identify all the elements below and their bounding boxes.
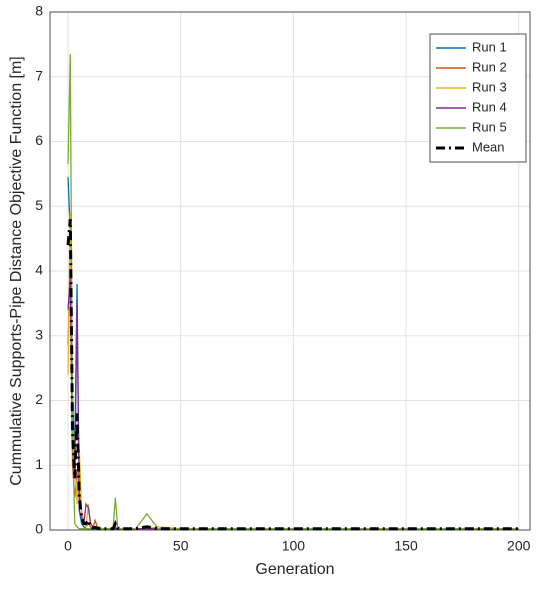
x-tick-label: 100 xyxy=(282,538,306,554)
x-tick-label: 0 xyxy=(64,538,72,554)
series-line xyxy=(66,219,519,531)
legend-label: Run 5 xyxy=(472,119,507,134)
x-tick-label: 50 xyxy=(173,538,189,554)
y-tick-label: 2 xyxy=(35,391,43,407)
y-tick-label: 8 xyxy=(35,3,43,19)
y-tick-label: 5 xyxy=(35,197,43,213)
x-axis-label: Generation xyxy=(255,561,334,578)
y-tick-label: 7 xyxy=(35,67,43,83)
y-tick-label: 0 xyxy=(35,521,43,537)
legend-label: Run 1 xyxy=(472,39,507,54)
series-line xyxy=(67,54,519,530)
legend-label: Run 2 xyxy=(472,59,507,74)
legend-label: Mean xyxy=(472,139,505,154)
axes-box xyxy=(49,11,531,531)
x-tick-label: 200 xyxy=(507,538,531,554)
y-tick-label: 6 xyxy=(35,132,43,148)
legend-box xyxy=(429,33,527,163)
y-tick-label: 3 xyxy=(35,326,43,342)
legend-label: Run 3 xyxy=(472,79,507,94)
legend-label: Run 4 xyxy=(472,99,507,114)
y-axis-label: Cummulative Supports-Pipe Distance Objec… xyxy=(8,56,25,486)
y-tick-label: 4 xyxy=(35,262,43,278)
x-tick-label: 150 xyxy=(394,538,418,554)
y-tick-label: 1 xyxy=(35,456,43,472)
